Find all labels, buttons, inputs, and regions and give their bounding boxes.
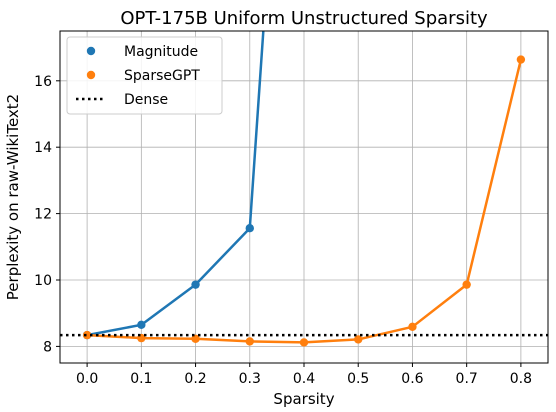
legend-box bbox=[66, 36, 223, 115]
legend-label-dense: Dense bbox=[124, 92, 168, 108]
sparsegpt-point bbox=[299, 338, 309, 347]
y-axis-label: Perplexity on raw-WikiText2 bbox=[4, 94, 22, 300]
x-tick-label: 0.3 bbox=[239, 371, 261, 387]
y-tick-label: 14 bbox=[34, 140, 52, 156]
sparsegpt-point bbox=[245, 337, 254, 346]
plot-layer bbox=[60, 31, 548, 347]
sparsegpt-point bbox=[354, 335, 363, 344]
x-tick-label: 0.8 bbox=[510, 371, 532, 387]
x-tick-label: 0.7 bbox=[456, 371, 478, 387]
x-tick-label: 0.4 bbox=[293, 371, 315, 387]
x-tick-label: 0.1 bbox=[130, 371, 152, 387]
legend-label-sparsegpt: SparseGPT bbox=[124, 68, 200, 84]
sparsegpt-point bbox=[82, 330, 92, 340]
y-tick-label: 16 bbox=[34, 74, 52, 90]
legend-marker-sparsegpt bbox=[86, 70, 96, 80]
magnitude-point bbox=[137, 320, 146, 330]
x-tick-label: 0.5 bbox=[347, 371, 369, 387]
sparsegpt-point bbox=[462, 280, 471, 289]
sparsegpt-point bbox=[516, 55, 526, 64]
sparsegpt-point bbox=[191, 334, 200, 343]
x-axis-label: Sparsity bbox=[273, 390, 334, 408]
x-tick-label: 0.0 bbox=[76, 371, 98, 387]
sparsegpt-point bbox=[408, 322, 417, 332]
legend: Magnitude SparseGPT Dense bbox=[66, 36, 223, 115]
x-tick-label: 0.6 bbox=[401, 371, 423, 387]
legend-marker-magnitude bbox=[86, 46, 96, 56]
x-tick-label: 0.2 bbox=[184, 371, 206, 387]
chart-title: OPT-175B Uniform Unstructured Sparsity bbox=[120, 8, 488, 29]
tick-layer: 0.0 0.1 0.2 0.3 0.4 0.5 0.6 0.7 0.8 8 10 12 14 16 bbox=[34, 74, 532, 387]
magnitude-point bbox=[191, 280, 200, 289]
y-tick-label: 10 bbox=[34, 273, 52, 289]
y-tick-label: 8 bbox=[43, 339, 52, 355]
magnitude-point bbox=[245, 224, 254, 233]
legend-label-magnitude: Magnitude bbox=[124, 44, 198, 60]
y-tick-label: 12 bbox=[34, 207, 52, 223]
